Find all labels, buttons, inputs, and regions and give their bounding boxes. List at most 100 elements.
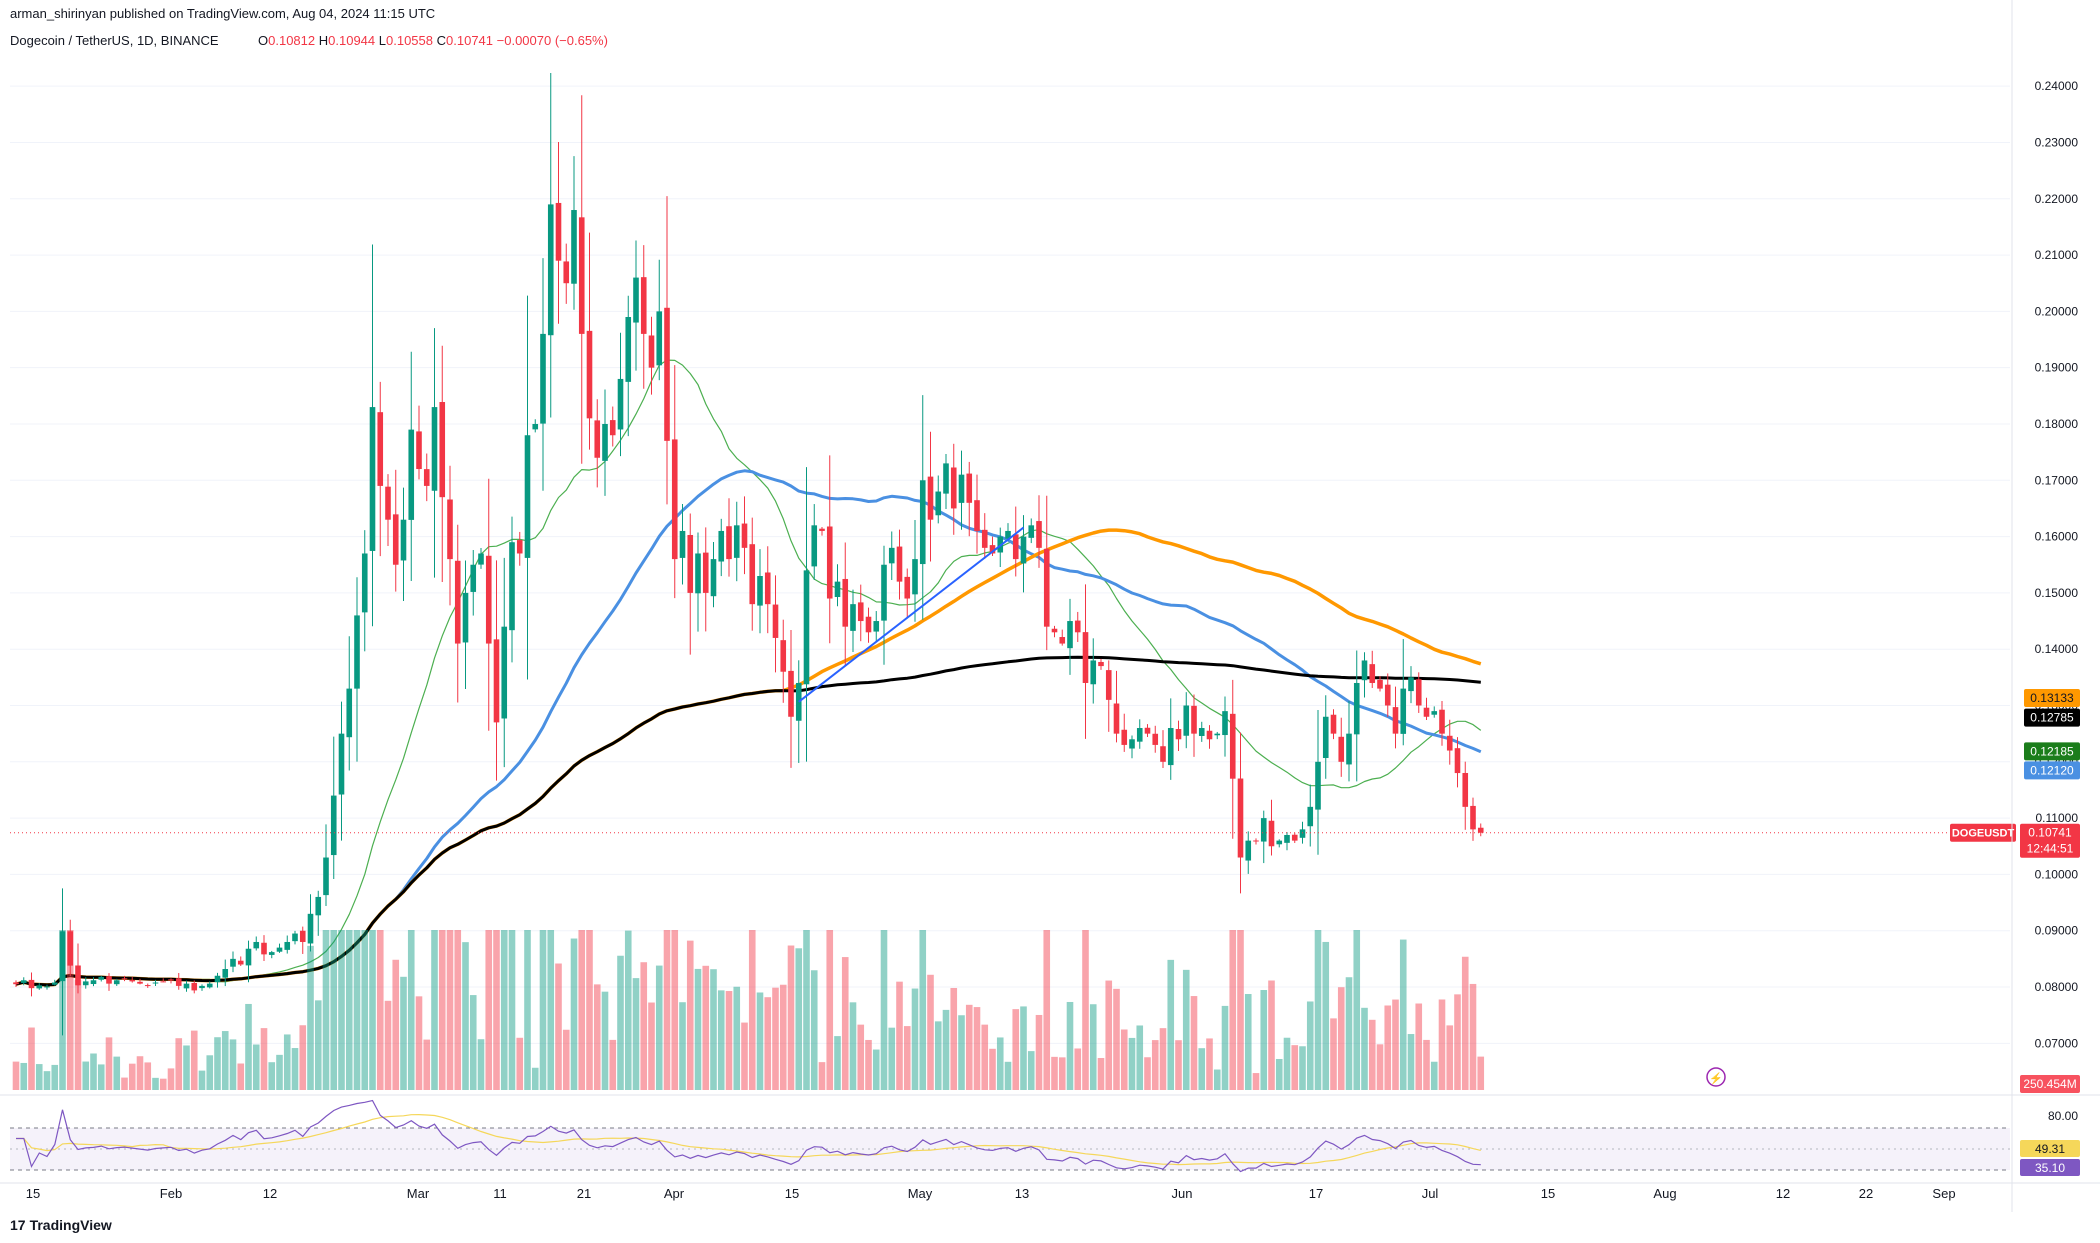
candle-body — [346, 688, 353, 738]
candle-body — [640, 277, 647, 334]
candle — [268, 950, 275, 959]
candle — [726, 498, 732, 577]
candle — [1067, 598, 1073, 675]
candle-body — [881, 564, 887, 621]
candle-body — [1136, 728, 1143, 742]
volume-bar — [1314, 930, 1322, 1090]
volume-bar — [787, 945, 795, 1090]
volume-bar — [1337, 987, 1345, 1090]
close-value: 0.10741 — [446, 33, 494, 48]
candle — [82, 977, 89, 989]
symbol-title[interactable]: Dogecoin / TetherUS, 1D, BINANCE — [10, 33, 219, 48]
candle — [106, 973, 112, 991]
candle-body — [323, 857, 329, 896]
volume-bar — [51, 1064, 59, 1090]
candle — [1043, 495, 1050, 651]
candle — [493, 560, 500, 781]
candle — [1129, 735, 1135, 759]
candle — [764, 546, 771, 634]
volume-bar — [1136, 1025, 1144, 1090]
price-tick-label: 0.24000 — [2035, 79, 2079, 93]
candle — [865, 607, 872, 643]
candle — [640, 245, 647, 389]
candle — [1477, 823, 1484, 837]
volume-bar — [1043, 930, 1051, 1090]
volume-bar — [206, 1055, 214, 1090]
candle-body — [1299, 829, 1306, 838]
candle-body — [1315, 761, 1321, 810]
candle-body — [253, 941, 260, 949]
volume-bar — [260, 1028, 268, 1090]
volume-bar — [1089, 1004, 1097, 1090]
ma20-line — [15, 359, 1482, 986]
candle-body — [741, 523, 748, 548]
candle-body — [958, 474, 965, 503]
candle — [13, 980, 19, 988]
volume-bar — [43, 1071, 51, 1090]
volume-bar — [1012, 1009, 1020, 1090]
volume-bar — [299, 1025, 307, 1090]
candle-body — [633, 277, 639, 323]
candle-body — [1377, 679, 1383, 689]
volume-bar — [981, 1024, 989, 1090]
ma100-line — [15, 528, 1482, 987]
volume-bar — [1113, 988, 1120, 1090]
candle — [121, 975, 128, 982]
candle — [757, 549, 763, 634]
candle — [540, 258, 546, 491]
candle-body — [850, 604, 856, 631]
candle — [67, 919, 74, 977]
candle-body — [20, 980, 27, 983]
volume-bar — [958, 1015, 965, 1090]
candle-body — [950, 467, 957, 509]
tradingview-brand[interactable]: 17 TradingView — [10, 1217, 112, 1233]
candle — [354, 577, 360, 762]
candle — [733, 501, 740, 582]
time-tick-label: Apr — [664, 1186, 685, 1201]
candle — [850, 589, 856, 653]
rsi-tick-label: 80.00 — [2048, 1109, 2078, 1123]
candle-body — [1160, 746, 1166, 762]
candle-body — [1144, 727, 1151, 734]
candle-body — [594, 420, 601, 458]
candle — [307, 894, 314, 952]
candle-body — [803, 570, 810, 685]
candle — [478, 547, 484, 569]
candle — [710, 542, 717, 608]
candle — [1121, 713, 1128, 752]
volume-bar — [221, 1031, 229, 1090]
rsi-pane — [10, 1099, 2010, 1173]
volume-bar — [508, 930, 516, 1090]
candle-body — [919, 480, 926, 565]
candle-body — [943, 463, 949, 494]
candle-body — [144, 985, 151, 987]
trend-line — [798, 526, 1025, 703]
candle-body — [1338, 736, 1345, 762]
candle-body — [687, 534, 694, 593]
candle — [423, 453, 430, 502]
candle-body — [1322, 716, 1329, 759]
grid-lines — [10, 85, 2010, 1044]
candle — [206, 981, 213, 989]
candle — [1028, 518, 1035, 544]
volume-bar — [469, 995, 477, 1090]
candle-body — [974, 500, 980, 531]
candle-body — [904, 576, 911, 599]
volume-bar — [1361, 1007, 1368, 1090]
candle-body — [1392, 707, 1399, 734]
candle-body — [1291, 834, 1298, 841]
candle — [431, 328, 438, 578]
candle-body — [1353, 682, 1360, 735]
candle-body — [36, 985, 43, 989]
candle — [881, 545, 887, 665]
candle — [261, 935, 267, 962]
candle — [578, 95, 585, 464]
volume-bar — [1446, 1025, 1454, 1090]
candle — [447, 465, 453, 606]
price-tick-label: 0.14000 — [2035, 642, 2079, 656]
candle-body — [462, 592, 469, 643]
time-tick-label: 12 — [263, 1186, 277, 1201]
candle-body — [1237, 778, 1244, 858]
candle-body — [1067, 621, 1073, 649]
